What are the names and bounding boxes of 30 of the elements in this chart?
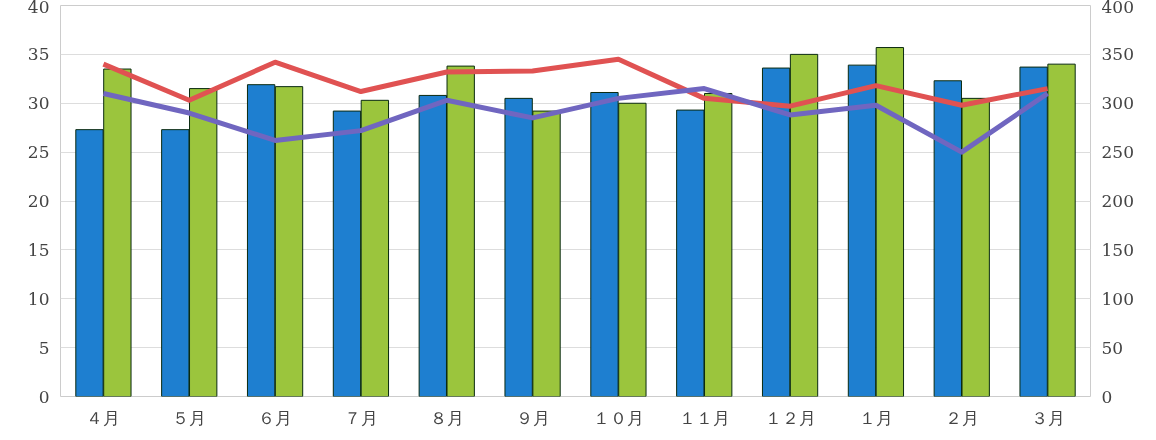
x-tick-label: ７月 (343, 407, 378, 428)
x-tick-label: １０月 (592, 407, 644, 428)
y-tick-label: 30 (27, 93, 50, 114)
x-tick-label: ３月 (1030, 407, 1065, 428)
y-tick-label: 0 (38, 386, 50, 407)
y-tick-label: 40 (27, 0, 50, 17)
x-tick-label: １２月 (764, 407, 816, 428)
y2-tick-label: 150 (1101, 239, 1134, 260)
x-tick-label: ５月 (172, 407, 207, 428)
y2-tick-label: 300 (1101, 93, 1134, 114)
x-tick-label: １１月 (678, 407, 730, 428)
x-tick-label: ９月 (515, 407, 550, 428)
y-tick-label: 25 (27, 142, 50, 163)
y2-tick-label: 200 (1101, 191, 1134, 211)
y-tick-label: 15 (27, 239, 50, 260)
y-tick-label: 35 (27, 44, 50, 65)
y2-tick-label: 400 (1101, 0, 1134, 17)
y-tick-label: 5 (38, 337, 50, 358)
y2-tick-label: 250 (1101, 142, 1134, 163)
y2-tick-label: 100 (1101, 288, 1134, 309)
x-tick-label: ４月 (86, 407, 121, 428)
y-tick-label: 10 (27, 288, 50, 309)
y2-tick-label: 350 (1101, 44, 1134, 65)
y2-tick-label: 50 (1101, 337, 1124, 358)
x-tick-label: ２月 (944, 407, 979, 428)
y-tick-label: 20 (27, 191, 50, 211)
x-tick-label: ６月 (258, 407, 293, 428)
x-tick-label: ８月 (429, 407, 464, 428)
x-tick-label: １月 (858, 407, 893, 428)
y2-tick-label: 0 (1101, 386, 1113, 407)
